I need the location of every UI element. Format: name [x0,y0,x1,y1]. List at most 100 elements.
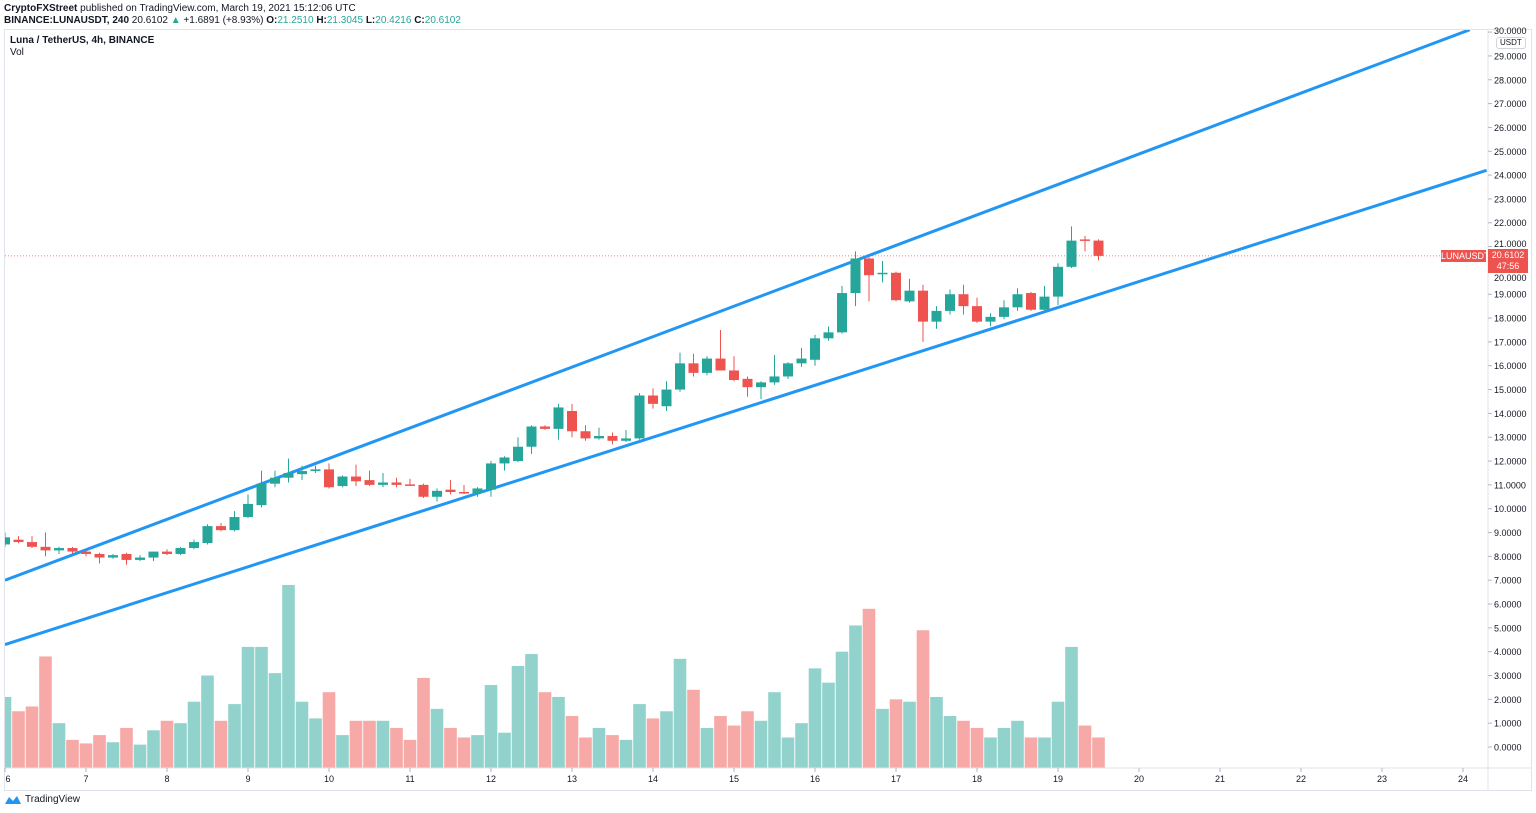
change: +1.6891 (+8.93%) [183,15,264,26]
candle-body [607,436,618,441]
candle-body [634,395,645,439]
candle [702,356,712,376]
candle-body [459,492,469,494]
volume-bar [943,716,957,768]
candle-body [378,482,388,485]
candle-body [270,477,280,484]
tradingview-logo-icon[interactable] [4,794,22,805]
candle [256,470,267,508]
close-label: C: [414,15,425,26]
candle-body [202,526,213,544]
volume-bar [876,708,889,768]
volume-bar [79,743,93,768]
candle [634,393,645,440]
candle [418,483,429,498]
candle [783,362,793,379]
candle-body [229,517,240,531]
candle [648,388,658,409]
candle-body [850,258,861,294]
candle [499,456,510,471]
volume-bar [511,665,525,768]
candle-body [1012,294,1023,308]
candle-body [756,382,766,388]
date-tick-label: 13 [567,774,577,784]
volume-bar [39,656,52,768]
candle-body [13,539,24,543]
candle [823,326,834,341]
candle [432,488,442,502]
candle-body [580,431,591,439]
date-tick-label: 18 [972,774,982,784]
candle-body [256,483,267,506]
candle [162,549,172,556]
candle-body [796,358,807,364]
volume-bar [579,737,592,768]
last-price: 20.6102 [131,15,168,26]
candle-body [837,293,847,333]
candle [337,475,348,488]
publisher[interactable]: CryptoFXStreet [4,3,78,14]
price-tick-label: 26.0000 [1494,123,1527,133]
candle [877,260,888,283]
candle [621,430,631,442]
published-text: published on TradingView.com, March 19, … [77,3,356,14]
candle-body [67,548,78,552]
candle [756,381,766,400]
candle-body [594,436,604,439]
date-tick-label: 6 [5,774,10,784]
volume-bar [1051,701,1065,768]
price-tick-label: 11.0000 [1494,480,1526,490]
volume-bar [619,739,633,768]
low-value: 20.4216 [375,15,412,26]
candle-body [148,551,159,558]
price-tick-label: 20.0000 [1494,273,1527,283]
candle-body [904,290,915,302]
volume-bar [781,737,795,768]
brand[interactable]: TradingView [25,794,81,805]
volume-bar [741,711,754,768]
candle [1093,239,1104,261]
volume-bar [822,682,835,768]
candle-body [108,555,118,558]
volume-bar [1024,737,1038,768]
date-tick-label: 16 [810,774,820,784]
candle [486,461,496,497]
candle [459,484,469,494]
volume-bar [1038,737,1051,768]
candle-body [742,378,753,388]
candle [675,352,685,392]
price-tick-label: 28.0000 [1494,75,1527,85]
price-tick-label: 4.0000 [1494,647,1522,657]
volume-bar [997,727,1011,768]
currency-button[interactable]: USDT [1496,37,1526,49]
volume-bar [835,651,849,768]
candle-body [391,482,402,485]
up-arrow-icon: ▲ [170,15,181,26]
date-tick-label: 19 [1053,774,1063,784]
volume-bar [457,737,471,768]
candle [364,470,375,487]
volume-bar [1011,720,1024,768]
volume-bar [808,668,822,768]
volume-bar [795,723,808,768]
high-value: 21.3045 [326,15,364,26]
price-tick-label: 2.0000 [1494,695,1522,705]
candle-body [945,294,955,311]
candle [94,552,105,564]
candle-body [432,490,442,497]
volume-bar [606,735,619,768]
price-tick-label: 6.0000 [1494,600,1522,610]
price-tick-label: 15.0000 [1494,385,1527,395]
candle-body [216,526,226,531]
date-tick-label: 14 [648,774,658,784]
candle-body [972,306,982,322]
legend-title: Luna / TetherUS, 4h, BINANCE [10,35,155,46]
volume-bar [916,630,930,768]
candle [729,356,739,382]
price-tick-label: 8.0000 [1494,552,1522,562]
candle [405,478,415,487]
candle [189,539,199,550]
candle-body [526,426,537,447]
candle [796,347,807,367]
